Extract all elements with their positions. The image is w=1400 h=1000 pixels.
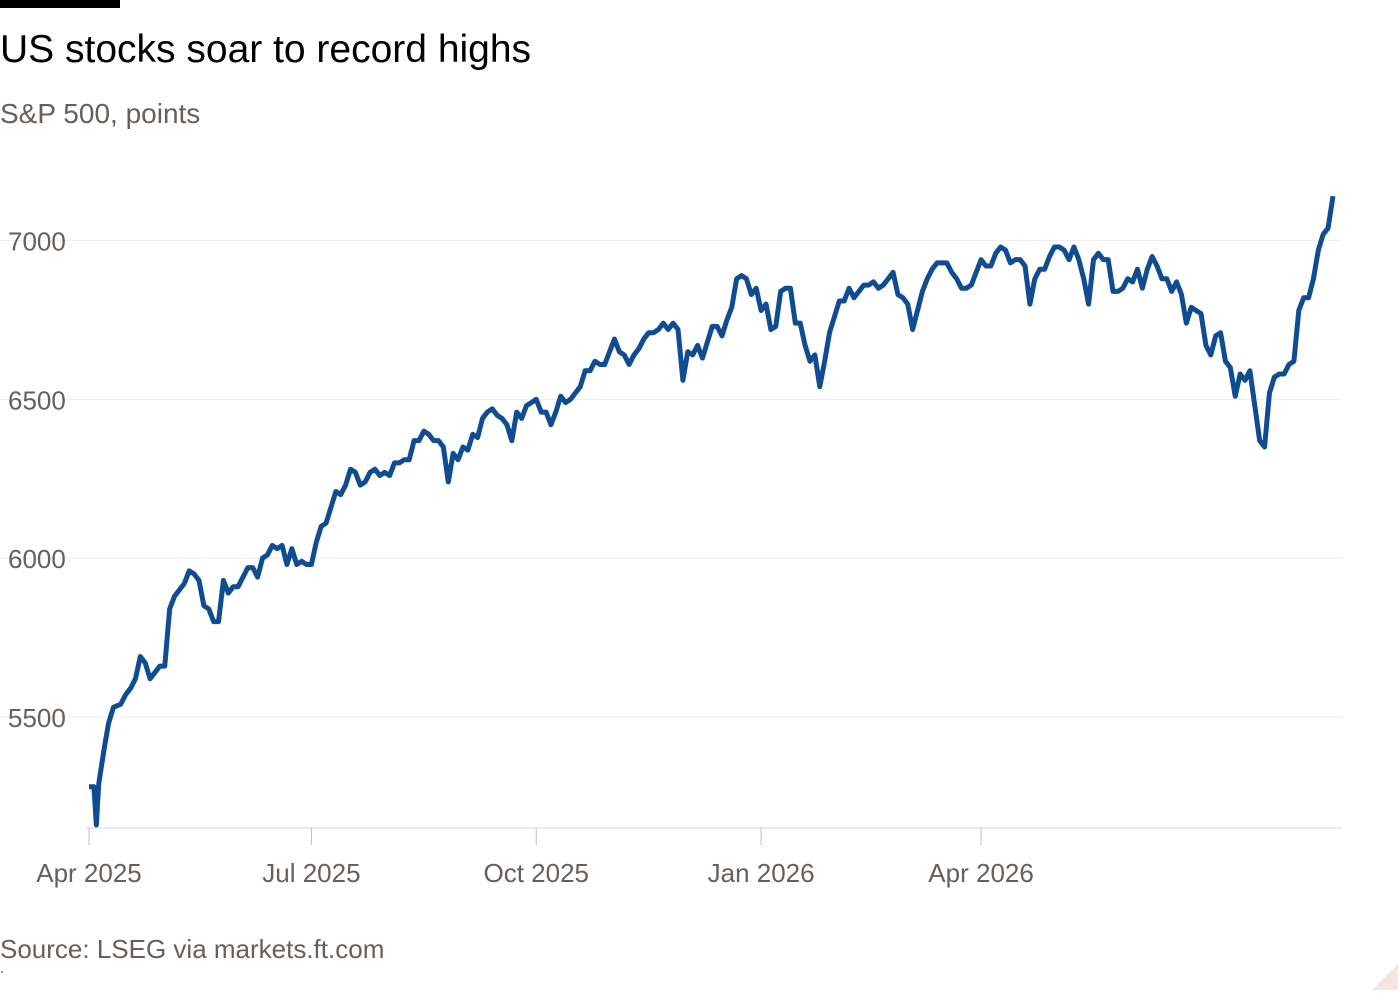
- grid-layer: [0, 240, 1342, 718]
- y-tick-label: 5500: [8, 703, 66, 733]
- series-line-sp500: [89, 195, 1336, 828]
- top-accent-bar: [0, 0, 120, 8]
- y-tick-label: 6500: [8, 385, 66, 415]
- series-layer: [89, 195, 1336, 828]
- footer-dot: [1, 971, 3, 973]
- y-tick-label: 6000: [8, 544, 66, 574]
- y-tick-label: 7000: [8, 227, 66, 257]
- x-tick-label: Apr 2026: [928, 858, 1034, 888]
- x-tick-label: Oct 2025: [483, 858, 589, 888]
- ft-corner-mark: [1372, 964, 1398, 990]
- axis-layer: 5500 6000 6500 7000 Apr 2025 Jul 2025 Oct 2025…: [8, 227, 1342, 888]
- x-tick-label: Jul 2025: [262, 858, 360, 888]
- x-tick-label: Apr 2025: [36, 858, 142, 888]
- chart-subtitle: S&P 500, points: [0, 98, 201, 129]
- source-note: Source: LSEG via markets.ft.com: [0, 934, 385, 964]
- chart-title: US stocks soar to record highs: [0, 28, 532, 71]
- x-tick-label: Jan 2026: [708, 858, 815, 888]
